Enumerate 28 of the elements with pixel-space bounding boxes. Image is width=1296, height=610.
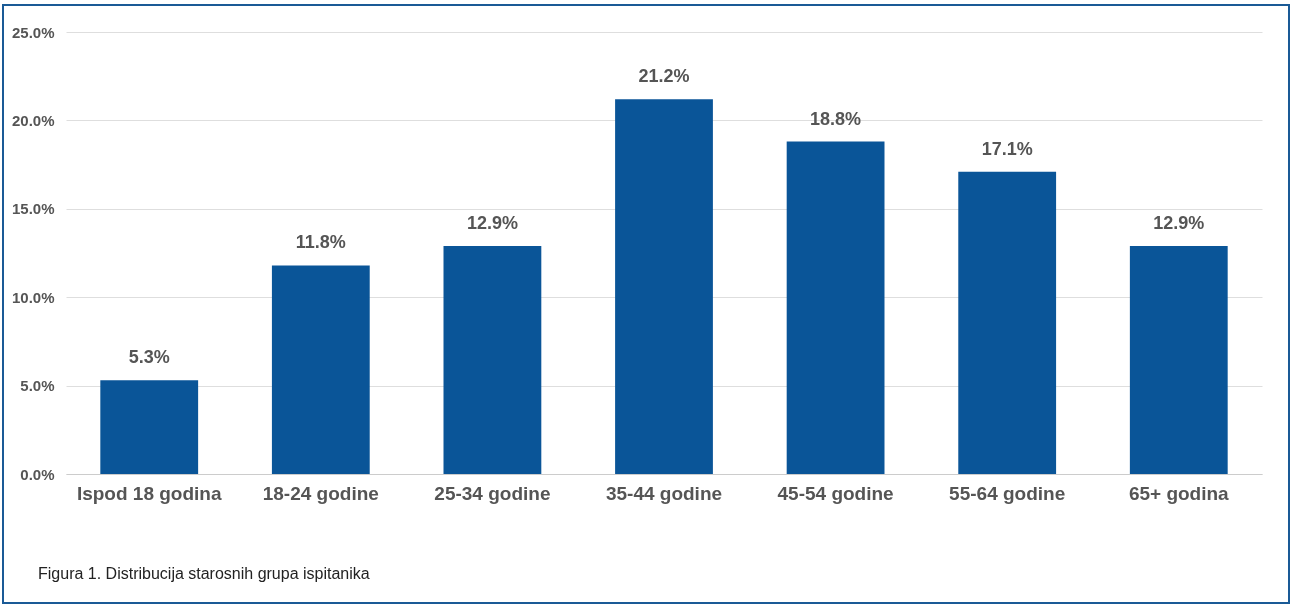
data-label: 17.1% xyxy=(981,138,1033,159)
data-label: 12.9% xyxy=(466,212,518,233)
x-tick-label: Ispod 18 godina xyxy=(76,482,222,504)
y-tick-label: 15.0% xyxy=(11,200,55,218)
bar xyxy=(1129,245,1228,474)
bar xyxy=(786,141,885,474)
data-label: 18.8% xyxy=(810,108,862,129)
data-label: 12.9% xyxy=(1153,212,1205,233)
x-tick-label: 45-54 godine xyxy=(777,482,894,504)
bar xyxy=(271,265,370,474)
x-tick-label: 25-34 godine xyxy=(434,482,551,504)
y-tick-label: 0.0% xyxy=(20,465,55,483)
data-label: 5.3% xyxy=(128,347,170,368)
bar xyxy=(615,99,713,474)
x-tick-label: 55-64 godine xyxy=(949,482,1066,504)
x-tick-label: 65+ godina xyxy=(1128,482,1230,504)
text: Figura 1. Distribucija starosnih grupa ispitanika xyxy=(38,565,370,583)
y-tick-label: 5.0% xyxy=(20,377,55,395)
y-tick-label: 20.0% xyxy=(11,111,55,129)
bar xyxy=(958,171,1057,474)
data-label: 21.2% xyxy=(638,66,690,87)
x-tick-label: 35-44 godine xyxy=(605,482,723,504)
y-tick-label: 10.0% xyxy=(11,288,55,306)
data-label: 11.8% xyxy=(295,232,346,253)
y-tick-label: 25.0% xyxy=(11,23,55,41)
bar xyxy=(100,380,199,474)
x-tick-label: 18-24 godine xyxy=(262,482,379,504)
bar xyxy=(443,245,542,474)
